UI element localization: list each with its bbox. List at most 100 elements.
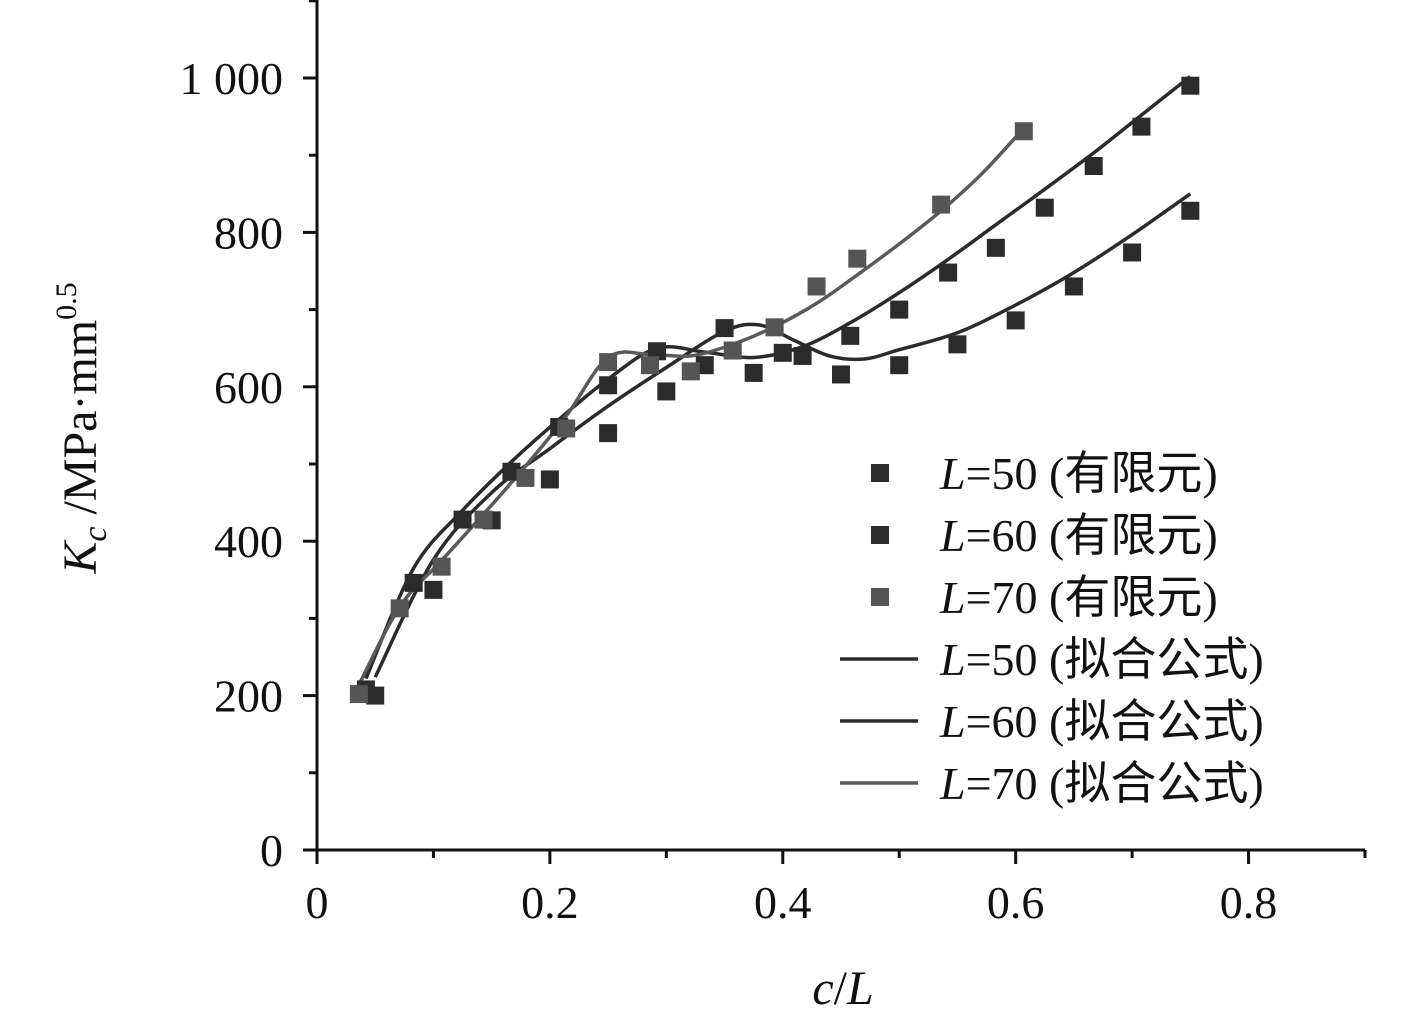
x-tick-label: 0.4: [754, 877, 812, 928]
data-point-series-3: [681, 362, 700, 381]
legend-label-l: L: [939, 572, 966, 623]
data-point-series-2: [744, 363, 763, 382]
data-point-series-2: [404, 573, 423, 592]
data-point-series-1: [832, 365, 850, 384]
y-tick-label: 600: [214, 362, 283, 413]
x-axis-title: c/L: [812, 962, 873, 1010]
x-tick-label: 0.6: [987, 877, 1045, 928]
data-point-series-1: [715, 319, 734, 338]
data-point-series-3: [1014, 122, 1033, 141]
series-layer: [349, 75, 1200, 705]
legend-marker: [871, 464, 889, 482]
legend-label: L=50 (拟合公式): [939, 634, 1264, 685]
data-point-series-1: [1064, 277, 1083, 296]
data-point-series-3: [765, 318, 784, 337]
data-point-series-2: [841, 326, 860, 345]
y-tick-label: 200: [214, 671, 283, 722]
legend-marker: [871, 526, 889, 544]
data-point-series-2: [1132, 117, 1151, 136]
legend-label-rest: =60 (拟合公式): [966, 696, 1264, 747]
y-tick-label: 400: [214, 516, 283, 567]
data-point-series-2: [939, 263, 958, 282]
data-point-series-3: [557, 419, 576, 438]
legend: L=50 (有限元)L=60 (有限元)L=70 (有限元)L=50 (拟合公式…: [840, 448, 1264, 809]
legend-label-l: L: [939, 696, 966, 747]
y-axis-title-sub: c: [77, 527, 114, 542]
data-point-series-1: [657, 382, 676, 401]
data-point-series-1: [540, 470, 559, 489]
legend-label-l: L: [939, 758, 966, 809]
data-point-series-3: [723, 341, 742, 360]
legend-label-l: L: [939, 448, 966, 499]
data-point-series-3: [848, 249, 867, 268]
axes: 0 200 400 600 800 1 000 0 0.2 0.4 0.6 0.8: [180, 0, 1367, 928]
x-axis-title-l: L: [846, 962, 874, 1010]
data-point-series-2: [648, 342, 667, 361]
data-point-series-1: [890, 356, 909, 375]
data-point-series-2: [793, 346, 812, 365]
legend-item: L=70 (拟合公式): [840, 758, 1264, 809]
data-point-series-2: [453, 510, 472, 529]
data-point-series-1: [1181, 201, 1200, 220]
x-axis-title-c: c: [812, 962, 833, 1010]
y-tick-label: 0: [260, 825, 283, 876]
legend-label: L=60 (拟合公式): [939, 696, 1264, 747]
legend-label: L=70 (有限元): [939, 572, 1218, 623]
fit-line-series-6: [357, 127, 1026, 686]
data-point-series-2: [986, 238, 1005, 257]
data-point-series-2: [1181, 76, 1200, 95]
data-point-series-3: [349, 685, 368, 704]
y-axis-title-k: K: [54, 539, 107, 575]
y-tick-label: 1 000: [180, 53, 284, 104]
legend-label-rest: =50 (拟合公式): [966, 634, 1264, 685]
data-point-series-1: [1123, 243, 1142, 262]
data-point-series-3: [432, 557, 451, 576]
data-point-series-3: [932, 195, 951, 214]
data-point-series-1: [1006, 311, 1025, 330]
data-point-series-2: [599, 376, 618, 395]
data-point-series-2: [890, 300, 909, 319]
data-point-series-3: [807, 277, 826, 296]
data-point-series-3: [641, 356, 660, 375]
legend-label: L=60 (有限元): [939, 510, 1218, 561]
legend-marker: [871, 588, 889, 606]
legend-label-l: L: [939, 634, 966, 685]
data-point-series-1: [424, 580, 443, 599]
legend-item: L=70 (有限元): [871, 572, 1218, 623]
fit-line-series-4: [373, 192, 1192, 678]
svg-text:Kc /MPa·mm0.5: Kc /MPa·mm0.5: [50, 282, 114, 574]
data-point-series-2: [1035, 198, 1054, 217]
legend-label: L=50 (有限元): [939, 448, 1218, 499]
data-point-series-3: [516, 468, 535, 487]
y-tick-label: 800: [214, 207, 283, 258]
x-tick-label: 0.2: [521, 877, 579, 928]
y-axis-title-sup: 0.5: [50, 282, 83, 320]
fit-line-series-5: [364, 75, 1192, 680]
data-point-series-2: [695, 356, 714, 375]
legend-item: L=50 (有限元): [871, 448, 1218, 499]
data-point-series-3: [599, 353, 618, 372]
legend-label: L=70 (拟合公式): [939, 758, 1264, 809]
legend-item: L=60 (拟合公式): [840, 696, 1264, 747]
data-point-series-1: [599, 424, 618, 443]
data-point-series-1: [948, 335, 967, 354]
legend-label-l: L: [939, 510, 966, 561]
legend-item: L=60 (有限元): [871, 510, 1218, 561]
legend-item: L=50 (拟合公式): [840, 634, 1264, 685]
y-axis-title-unit: /MPa·mm: [54, 320, 107, 527]
legend-label-rest: =70 (有限元): [966, 572, 1218, 623]
x-tick-label: 0.8: [1220, 877, 1278, 928]
data-point-series-3: [390, 599, 409, 618]
legend-label-rest: =50 (有限元): [966, 448, 1218, 499]
x-axis-title-slash: /: [834, 962, 848, 1010]
legend-label-rest: =60 (有限元): [966, 510, 1218, 561]
data-point-series-2: [1084, 157, 1103, 176]
data-point-series-3: [474, 510, 493, 529]
data-point-series-2: [502, 462, 521, 481]
y-axis-title: Kc /MPa·mm0.5: [50, 282, 114, 574]
legend-label-rest: =70 (拟合公式): [966, 758, 1264, 809]
x-tick-label: 0: [306, 877, 329, 928]
svg-text:c/L: c/L: [812, 962, 873, 1010]
data-point-series-1: [773, 343, 792, 362]
